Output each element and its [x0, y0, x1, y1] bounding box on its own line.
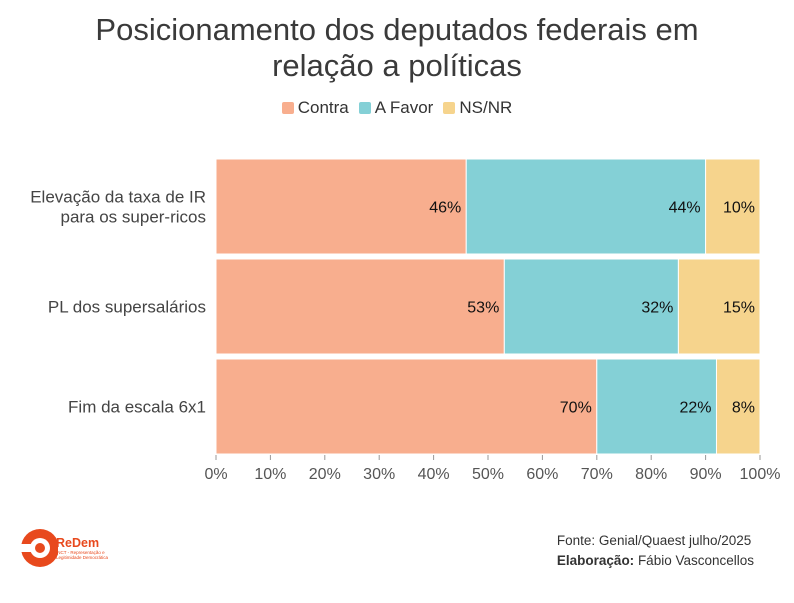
- bar-segment: [215, 258, 505, 355]
- bar-segment: [715, 358, 761, 455]
- x-tick-label: 70%: [581, 466, 613, 483]
- legend-label-contra: Contra: [297, 98, 349, 117]
- legend-item-contra: Contra: [281, 98, 349, 118]
- chart-title: Posicionamento dos deputados federais em…: [0, 12, 794, 84]
- bar-segment: [215, 158, 467, 255]
- data-label: 22%: [679, 400, 711, 417]
- x-tick-label: 50%: [472, 466, 504, 483]
- logo-name: ReDem: [56, 536, 100, 550]
- chart-title-line-2: relação a políticas: [272, 48, 522, 83]
- data-label: 53%: [467, 300, 499, 317]
- bar-segment: [215, 358, 598, 455]
- x-tick-label: 0%: [204, 466, 227, 483]
- legend-swatch-ns-nr: [443, 102, 456, 114]
- x-tick-label: 30%: [363, 466, 395, 483]
- category-label: PL dos supersalários: [48, 298, 206, 317]
- data-label: 70%: [560, 400, 592, 417]
- chart-title-line-1: Posicionamento dos deputados federais em: [95, 12, 699, 47]
- redem-logo: [18, 522, 128, 570]
- legend-swatch-contra: [281, 102, 294, 114]
- legend-item-ns-nr: NS/NR: [443, 98, 512, 118]
- x-tick-label: 60%: [526, 466, 558, 483]
- credit-note: Elaboração: Fábio Vasconcellos: [557, 551, 754, 571]
- x-tick-label: 100%: [740, 466, 781, 483]
- x-tick-label: 80%: [635, 466, 667, 483]
- source-note: Fonte: Genial/Quaest julho/2025: [556, 533, 752, 548]
- data-label: 44%: [669, 200, 701, 217]
- data-label: 10%: [723, 200, 755, 217]
- bar-segment: [465, 158, 707, 255]
- category-label: Fim da escala 6x1: [68, 398, 206, 417]
- x-tick-label: 10%: [254, 466, 286, 483]
- x-tick-label: 90%: [690, 466, 722, 483]
- bar-segment: [677, 258, 761, 355]
- x-tick-label: 40%: [418, 466, 450, 483]
- chart-legend: Contra A Favor NS/NR: [0, 98, 794, 118]
- redem-logo-mark-icon: [20, 529, 59, 567]
- legend-label-a-favor: A Favor: [374, 98, 434, 117]
- bar-segment: [705, 158, 761, 255]
- legend-label-ns-nr: NS/NR: [459, 98, 513, 117]
- credit-label: Elaboração:: [556, 553, 635, 568]
- data-label: 8%: [732, 400, 755, 417]
- bar-segment: [596, 358, 717, 455]
- data-label: 15%: [723, 300, 755, 317]
- category-label: Elevação da taxa de IR para os super-rico…: [30, 188, 206, 227]
- legend-swatch-a-favor: [358, 102, 371, 114]
- logo-subtitle: INCT - Representação e Legitimidade Demo…: [56, 550, 109, 560]
- legend-item-a-favor: A Favor: [358, 98, 434, 118]
- x-tick-label: 20%: [309, 466, 341, 483]
- bar-segment: [503, 258, 679, 355]
- credit-name: Fábio Vasconcellos: [634, 553, 754, 568]
- data-label: 32%: [641, 300, 673, 317]
- data-label: 46%: [429, 200, 461, 217]
- chart-footer: Fonte: Genial/Quaest julho/2025 Elaboraç…: [557, 531, 754, 571]
